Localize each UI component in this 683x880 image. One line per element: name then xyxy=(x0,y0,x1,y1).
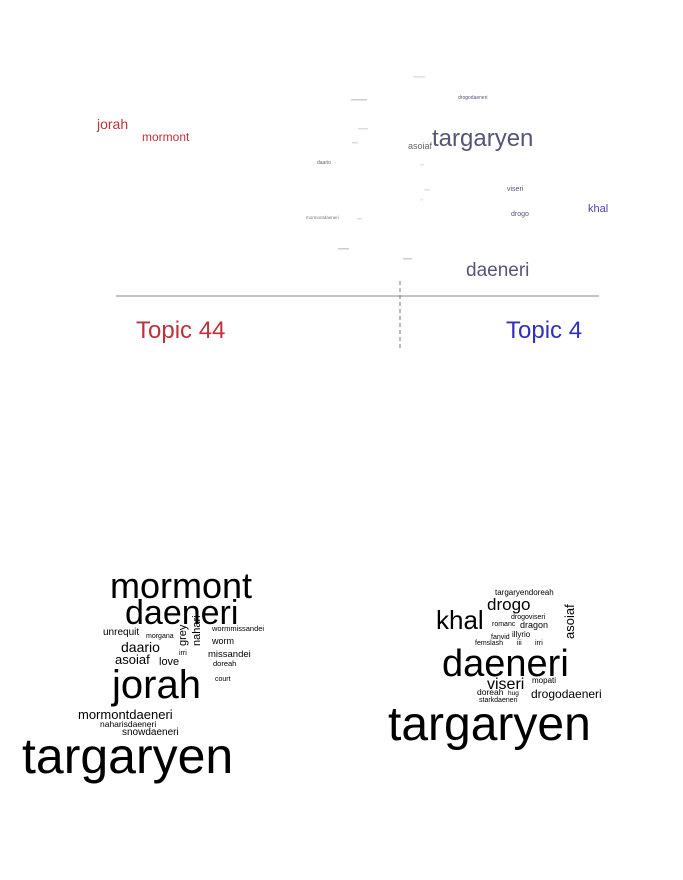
faint-word xyxy=(424,189,430,191)
comparison-words: jorah mormont targaryen asoiaf daeneri k… xyxy=(96,95,608,281)
wc-left-word: daario xyxy=(121,639,160,655)
comparison-word-drogo: drogo xyxy=(511,211,529,218)
wc-right-word: mopati xyxy=(532,676,556,685)
wc-right-word: starkdaeneri xyxy=(479,697,518,704)
wc-right-word: drogodaeneri xyxy=(531,687,602,701)
comparison-word-daeneri: daeneri xyxy=(466,260,529,281)
wc-left-word: asoiaf xyxy=(115,652,150,667)
faint-word xyxy=(351,99,367,101)
wc-left-word: morgana xyxy=(146,633,174,640)
wc-right-word: viseri xyxy=(487,676,524,693)
wc-right-word: daeneri xyxy=(442,643,569,685)
wc-left-word: nahari xyxy=(191,615,203,646)
comparison-word-viseri: viseri xyxy=(507,186,524,193)
comparison-word-mormont: mormont xyxy=(142,130,190,144)
wc-right-word: femslash xyxy=(475,640,503,647)
wc-left-word: grey xyxy=(177,624,189,646)
topic-right-label: Topic 4 xyxy=(506,317,582,344)
faint-word xyxy=(338,248,349,250)
wc-right-word: targaryendoreah xyxy=(495,588,554,597)
wc-right-word: romanc xyxy=(492,621,516,628)
faint-word xyxy=(357,218,362,220)
faint-word-marks xyxy=(338,76,430,260)
wc-right-word: hug xyxy=(508,690,519,697)
comparison-word-drogodaeneri: drogodaeneri xyxy=(458,95,487,101)
wc-right-word: illyrio xyxy=(512,630,531,639)
faint-word xyxy=(420,199,423,201)
wordcloud-right: targaryendoreah drogo khal asoiaf drogov… xyxy=(388,588,602,751)
wc-left-word: irri xyxy=(179,650,187,657)
wc-left-word: unrequit xyxy=(103,627,139,638)
comparison-word-asoiaf: asoiaf xyxy=(408,141,433,151)
wc-left-word: court xyxy=(215,676,231,683)
comparison-word-targaryen: targaryen xyxy=(432,125,533,152)
faint-word xyxy=(420,164,424,166)
wc-left-word: love xyxy=(159,656,179,668)
comparison-word-khal: khal xyxy=(588,203,608,215)
wordcloud-left: mormont daeneri unrequit morgana grey na… xyxy=(22,565,264,784)
wc-left-word: mormontdaeneri xyxy=(78,707,173,722)
topic-left-label: Topic 44 xyxy=(136,317,225,344)
wc-right-word: irri xyxy=(535,640,543,647)
faint-word xyxy=(352,142,358,144)
wc-left-word: missandei xyxy=(208,649,251,660)
wc-right-word: dragon xyxy=(520,620,548,630)
wc-right-word: asoiaf xyxy=(562,604,577,639)
faint-word xyxy=(358,128,368,130)
wc-left-word: daeneri xyxy=(125,594,238,632)
wc-right-word: fanvid xyxy=(491,634,510,641)
wc-left-word: jorah xyxy=(111,663,201,707)
comparison-word-daario: daario xyxy=(317,160,331,166)
comparison-word-mormontdaeneri: mormontdaeneri xyxy=(306,215,339,220)
wc-left-word: worm xyxy=(211,636,234,646)
faint-word xyxy=(413,76,425,78)
wc-left-word: wormmissandei xyxy=(211,624,264,633)
wc-right-word: drogoviseri xyxy=(511,614,546,621)
wc-right-word: drogo xyxy=(487,595,530,614)
wc-right-word: khal xyxy=(436,605,484,635)
wc-left-word: mormont xyxy=(110,565,252,606)
wc-right-word: targaryen xyxy=(388,698,591,751)
wc-left-word: snowdaeneri xyxy=(122,727,179,738)
wc-right-word: iii xyxy=(517,640,522,647)
wc-left-word: targaryen xyxy=(22,728,233,784)
wc-right-word: doreah xyxy=(477,687,504,697)
comparison-word-jorah: jorah xyxy=(96,116,128,132)
wc-left-word: naharisdaeneri xyxy=(100,719,156,729)
faint-word xyxy=(403,258,412,260)
wc-left-word: doreah xyxy=(213,659,236,668)
